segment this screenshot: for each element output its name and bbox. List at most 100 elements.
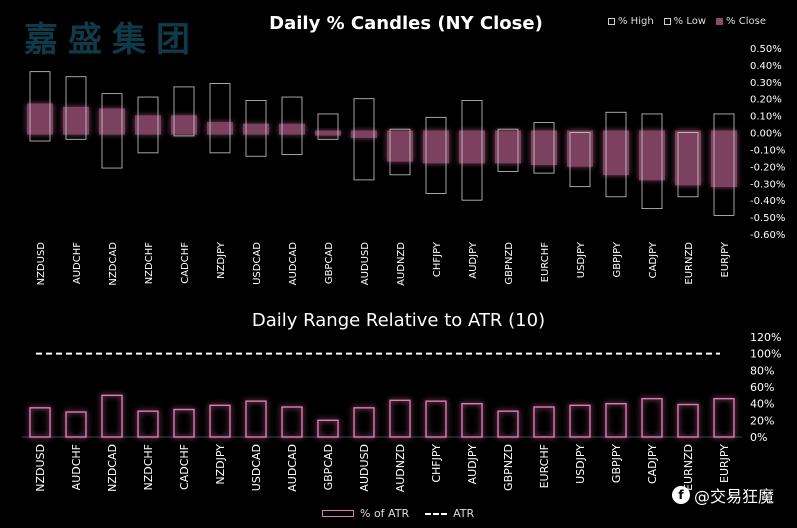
candle-close-body bbox=[603, 130, 629, 176]
candle-close-body bbox=[279, 123, 305, 135]
candle-close-body bbox=[711, 130, 737, 187]
candle-range-box bbox=[461, 100, 483, 201]
candle-range-box bbox=[173, 86, 195, 137]
candle-y-tick: 0.50% bbox=[750, 44, 782, 55]
legend-high-label: % High bbox=[618, 16, 654, 27]
atr-y-tick: 100% bbox=[750, 348, 781, 361]
candle-category-label: USDJPY bbox=[576, 241, 587, 278]
candle-y-tick: 0.10% bbox=[750, 112, 782, 123]
candle-range-box bbox=[605, 111, 627, 198]
atr-bar bbox=[425, 400, 447, 438]
candle-close-body bbox=[63, 106, 89, 135]
legend-atr-label: ATR bbox=[453, 507, 475, 520]
atr-category-label: AUDUSD bbox=[358, 444, 371, 492]
candle-range-box bbox=[29, 71, 51, 142]
atr-category-label: AUDJPY bbox=[466, 444, 479, 485]
atr-bar bbox=[173, 408, 195, 438]
candle-close-body bbox=[495, 130, 521, 164]
atr-plot: NZDUSD AUDCHF NZDCAD NZDCHF CADCHF NZDJPY USDC… bbox=[22, 331, 781, 492]
legend-pct-atr-swatch bbox=[322, 510, 354, 517]
atr-y-tick: 120% bbox=[750, 331, 781, 344]
atr-category-label: NZDUSD bbox=[34, 444, 47, 492]
atr-category-label: EURNZD bbox=[682, 444, 695, 491]
atr-y-tick: 60% bbox=[750, 381, 774, 394]
legend-high-swatch bbox=[608, 18, 615, 25]
candle-y-tick: -0.50% bbox=[750, 213, 785, 224]
candle-range-box bbox=[425, 116, 447, 194]
atr-bar bbox=[209, 404, 231, 438]
atr-category-label: GBPCAD bbox=[322, 444, 335, 490]
candle-category-label: CADJPY bbox=[648, 241, 659, 278]
candle-y-tick: 0.20% bbox=[750, 95, 782, 106]
legend-close-swatch bbox=[716, 18, 724, 25]
candle-range-box bbox=[677, 132, 699, 198]
atr-bar bbox=[641, 397, 663, 438]
atr-bar bbox=[497, 410, 519, 438]
candle-range-box bbox=[245, 100, 267, 157]
atr-bar bbox=[569, 404, 591, 438]
candle-close-body bbox=[387, 130, 413, 162]
candle-range-box bbox=[641, 113, 663, 210]
atr-chart-title: Daily Range Relative to ATR (10) bbox=[251, 310, 546, 331]
candle-category-label: AUDUSD bbox=[360, 242, 371, 286]
atr-y-tick: 80% bbox=[750, 364, 774, 377]
candle-close-body bbox=[639, 130, 665, 181]
candle-category-label: AUDCAD bbox=[288, 242, 299, 286]
watermark-text: 嘉盛集团 bbox=[24, 20, 200, 60]
atr-category-label: GBPJPY bbox=[610, 444, 623, 483]
candle-range-box bbox=[353, 98, 375, 181]
atr-bar bbox=[461, 402, 483, 438]
candle-category-label: AUDCHF bbox=[72, 242, 83, 284]
candle-close-body bbox=[27, 103, 53, 135]
candles-plot: NZDUSD AUDCHF NZDCAD NZDCHF CADCHF NZDJPY USDC… bbox=[27, 44, 785, 286]
candle-close-body bbox=[207, 122, 233, 135]
atr-category-label: AUDCAD bbox=[286, 444, 299, 492]
atr-category-label: NZDJPY bbox=[214, 444, 227, 485]
atr-category-label: CHFJPY bbox=[430, 444, 443, 483]
atr-category-label: GBPNZD bbox=[502, 444, 515, 491]
candle-range-box bbox=[101, 93, 123, 169]
candle-close-body bbox=[99, 108, 125, 135]
candle-category-label: GBPJPY bbox=[612, 241, 623, 277]
legend-close: % Close bbox=[716, 16, 766, 27]
candle-y-tick: 0.30% bbox=[750, 78, 782, 89]
atr-y-tick: 40% bbox=[750, 398, 774, 411]
candle-category-label: NZDCHF bbox=[144, 242, 155, 285]
atr-bar bbox=[245, 400, 267, 438]
candle-category-label: USDCAD bbox=[252, 242, 263, 285]
candle-category-label: AUDNZD bbox=[396, 242, 407, 286]
atr-category-label: EURCHF bbox=[538, 444, 551, 488]
atr-bar bbox=[533, 406, 555, 438]
candle-category-label: EURJPY bbox=[720, 241, 731, 277]
candle-range-box bbox=[569, 132, 591, 188]
atr-y-tick: 0% bbox=[750, 431, 767, 444]
legend-close-label: % Close bbox=[726, 16, 766, 27]
candle-category-label: EURNZD bbox=[684, 242, 695, 285]
candle-y-tick: -0.10% bbox=[750, 145, 785, 156]
candle-category-label: CADCHF bbox=[180, 242, 191, 284]
candle-category-label: CHFJPY bbox=[432, 241, 443, 277]
legend-low-swatch bbox=[663, 18, 671, 25]
candle-y-tick: -0.40% bbox=[750, 196, 785, 207]
atr-bar bbox=[65, 411, 87, 438]
candle-range-box bbox=[389, 128, 411, 176]
candles-chart-title: Daily % Candles (NY Close) bbox=[269, 13, 543, 34]
candle-y-tick: -0.60% bbox=[750, 230, 785, 241]
candle-close-body bbox=[675, 130, 701, 186]
candle-range-box bbox=[713, 113, 735, 216]
brand-mark: f @交易狂魔 bbox=[672, 483, 774, 507]
candle-y-tick: 0.00% bbox=[750, 129, 782, 140]
candle-range-box bbox=[209, 83, 231, 154]
candle-category-label: AUDJPY bbox=[468, 241, 479, 279]
atr-category-label: USDCAD bbox=[250, 444, 263, 491]
candle-close-body bbox=[135, 115, 161, 135]
candle-close-body bbox=[531, 130, 557, 165]
atr-legend: % of ATR ATR bbox=[322, 507, 474, 520]
facebook-icon: f bbox=[672, 486, 690, 504]
atr-category-label: AUDCHF bbox=[70, 444, 83, 490]
candle-close-body bbox=[351, 130, 377, 138]
atr-y-tick: 20% bbox=[750, 414, 774, 427]
candle-close-body bbox=[459, 130, 485, 164]
atr-bar bbox=[353, 407, 375, 438]
